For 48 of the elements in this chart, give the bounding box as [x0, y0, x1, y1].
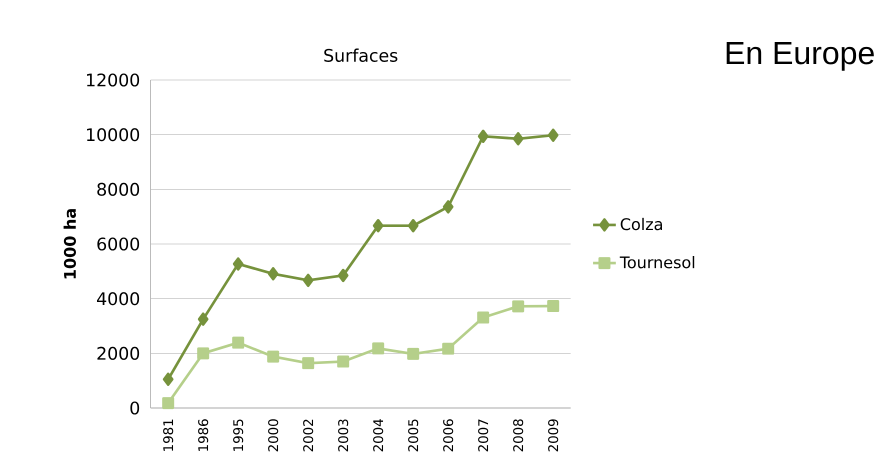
y-tick-label: 2000 [97, 346, 140, 360]
point [198, 312, 209, 326]
text: En Europe [726, 42, 874, 71]
x-tick-label: 2009 [548, 419, 558, 452]
point [547, 300, 560, 312]
y-tick-label: 6000 [97, 237, 140, 251]
point [197, 347, 210, 360]
y-axis-title: 1000 ha [64, 209, 76, 278]
point [372, 342, 384, 354]
point [372, 219, 384, 232]
point [478, 130, 489, 143]
point [302, 274, 314, 288]
point [548, 128, 559, 142]
x-tick-label: 2006 [443, 419, 454, 452]
point [232, 336, 244, 349]
point [442, 342, 454, 355]
x-tick-label: 2000 [268, 419, 278, 452]
point [267, 350, 280, 363]
point [302, 357, 314, 370]
y-tick-label: 0 [130, 401, 140, 415]
point [477, 312, 490, 324]
x-tick-label: 2002 [303, 420, 314, 452]
point [408, 219, 419, 232]
point [338, 268, 349, 282]
point [512, 300, 524, 312]
legend-label: Tournesol [620, 256, 694, 268]
point [442, 200, 454, 214]
point [162, 372, 174, 386]
y-tick-label: 10000 [87, 128, 140, 142]
x-tick-label: 2005 [408, 420, 418, 452]
y-tick-label: 8000 [97, 182, 140, 196]
point [162, 397, 174, 410]
x-tick-label: 1995 [233, 420, 244, 451]
x-tick-label: 1986 [198, 419, 208, 451]
point [268, 267, 279, 280]
point [337, 356, 350, 368]
x-tick-label: 1981 [163, 420, 174, 451]
point [232, 257, 244, 271]
y-tick-label: 4000 [96, 292, 140, 306]
x-tick-label: 2003 [338, 419, 348, 452]
y-tick-label: 12000 [87, 73, 140, 87]
point [407, 348, 420, 360]
point [512, 132, 524, 146]
x-tick-label: 2008 [513, 419, 524, 452]
x-tick-label: 2004 [373, 419, 384, 452]
legend-label: Colza [620, 218, 662, 230]
chart-title: Surfaces [324, 48, 398, 62]
x-tick-label: 2007 [478, 420, 488, 452]
